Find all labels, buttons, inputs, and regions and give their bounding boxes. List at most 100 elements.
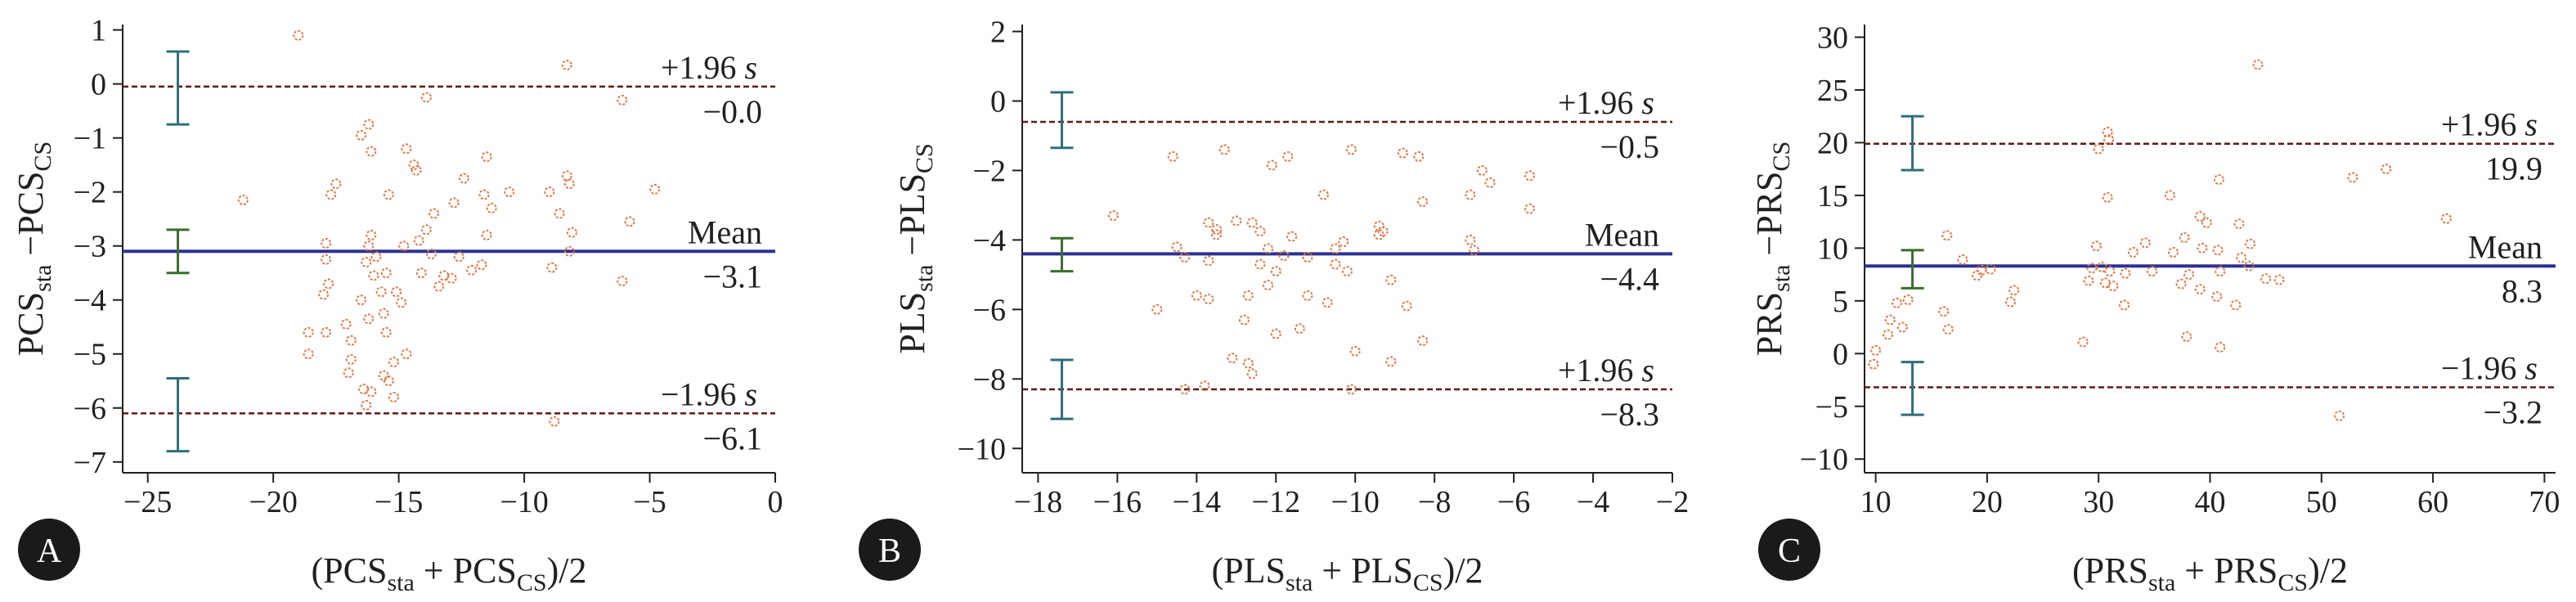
data-point xyxy=(1211,229,1223,240)
data-point xyxy=(1377,226,1389,237)
data-point xyxy=(2347,172,2358,183)
data-point xyxy=(429,208,440,219)
data-point xyxy=(2197,242,2208,254)
x-tick-label: −20 xyxy=(249,485,297,519)
data-point xyxy=(1242,357,1254,369)
chart-panel-b: −18 −16 −14 −12 −10 −8 −6 −4 −2 2 0 −2 −4 −6 −8 −10 +1.9… xyxy=(859,15,1689,596)
y-tick-label: −10 xyxy=(958,432,1006,466)
data-point xyxy=(2183,269,2195,281)
y-tick-label: −5 xyxy=(74,338,106,372)
y-tick-label: 10 xyxy=(1817,231,1848,266)
data-point xyxy=(1199,380,1210,392)
data-point xyxy=(2260,273,2272,285)
data-point xyxy=(2213,174,2224,186)
data-point xyxy=(481,229,492,240)
x-tick-label: 0 xyxy=(768,485,783,519)
data-point xyxy=(2008,285,2020,296)
data-point xyxy=(1278,249,1290,261)
data-point xyxy=(561,60,572,71)
mean-label: Mean xyxy=(688,213,762,250)
data-point xyxy=(2139,237,2151,249)
lower-limit-label: −1.96 s xyxy=(661,375,757,412)
data-point xyxy=(1254,258,1266,270)
data-point xyxy=(2201,217,2212,228)
data-point xyxy=(549,416,560,427)
data-point xyxy=(1218,144,1230,155)
data-point xyxy=(1465,189,1476,200)
data-point xyxy=(345,335,357,346)
panel-badge-circle xyxy=(18,519,80,581)
data-point xyxy=(1282,150,1294,162)
data-point xyxy=(1107,210,1119,222)
data-point xyxy=(1171,241,1183,253)
data-point xyxy=(321,254,332,265)
data-point xyxy=(1345,144,1357,155)
ci-error-bar-mean xyxy=(166,228,190,275)
data-point xyxy=(2233,218,2245,230)
x-tick-label: −10 xyxy=(1331,485,1379,519)
data-point xyxy=(293,29,304,41)
data-point xyxy=(2164,190,2175,201)
data-point xyxy=(1179,252,1191,263)
data-point xyxy=(2120,267,2131,279)
data-point xyxy=(2236,252,2247,263)
ci-error-bar-upper xyxy=(166,50,190,126)
x-tick-label: 30 xyxy=(2083,485,2114,519)
y-tick-label: −5 xyxy=(1815,390,1848,425)
data-point xyxy=(1238,314,1250,326)
upper-limit-label: +1.96 s xyxy=(2441,106,2538,143)
data-point xyxy=(2252,59,2264,70)
data-point xyxy=(1203,255,1214,267)
data-point xyxy=(2104,266,2116,277)
x-tick-label: −2 xyxy=(1656,485,1689,519)
data-point xyxy=(2093,143,2104,155)
y-tick-label: −8 xyxy=(973,362,1006,397)
data-point xyxy=(624,216,635,227)
ci-error-bar-lower xyxy=(166,376,190,453)
data-point xyxy=(321,326,332,338)
data-point xyxy=(303,348,314,360)
x-axis-title: (PRSsta + PRSCS)/2 xyxy=(2072,550,2348,596)
mean-value: −3.1 xyxy=(702,258,762,294)
data-point xyxy=(1941,230,1953,241)
data-point xyxy=(1266,159,1277,171)
data-point xyxy=(2194,284,2206,295)
data-point xyxy=(363,313,375,325)
data-points xyxy=(237,29,661,427)
upper-limit-value: 19.9 xyxy=(2485,150,2542,187)
data-point xyxy=(401,348,412,360)
data-point xyxy=(504,186,515,198)
data-point xyxy=(1524,170,1535,182)
data-point xyxy=(361,399,372,411)
data-point xyxy=(2245,238,2256,249)
data-point xyxy=(649,183,661,195)
data-point xyxy=(1484,177,1496,188)
data-point xyxy=(554,208,565,219)
data-point xyxy=(2194,211,2206,222)
data-point xyxy=(2179,231,2190,243)
x-tick-label: 50 xyxy=(2306,485,2337,519)
data-point xyxy=(383,375,394,387)
data-point xyxy=(345,353,357,365)
data-point xyxy=(1884,314,1896,326)
x-tick-label: 40 xyxy=(2195,485,2226,519)
x-tick-label: 10 xyxy=(1860,485,1892,519)
data-point xyxy=(340,318,352,330)
data-point xyxy=(1465,234,1476,245)
data-point xyxy=(561,170,572,182)
x-tick-label: 60 xyxy=(2417,485,2448,519)
data-point xyxy=(546,262,558,273)
ci-error-bar-upper xyxy=(1901,115,1924,172)
upper-limit-label: +1.96 s xyxy=(1558,84,1654,121)
panel-badge: A xyxy=(18,519,80,581)
ci-error-bar-upper xyxy=(1050,91,1074,150)
data-point xyxy=(366,386,377,398)
data-point xyxy=(563,245,575,257)
data-point xyxy=(1524,203,1535,214)
x-tick-label: 20 xyxy=(1972,485,2003,519)
data-point xyxy=(617,276,628,287)
y-tick-label: 0 xyxy=(1833,337,1848,371)
data-point xyxy=(413,235,424,246)
data-point xyxy=(1883,329,1894,340)
data-point xyxy=(448,197,460,209)
